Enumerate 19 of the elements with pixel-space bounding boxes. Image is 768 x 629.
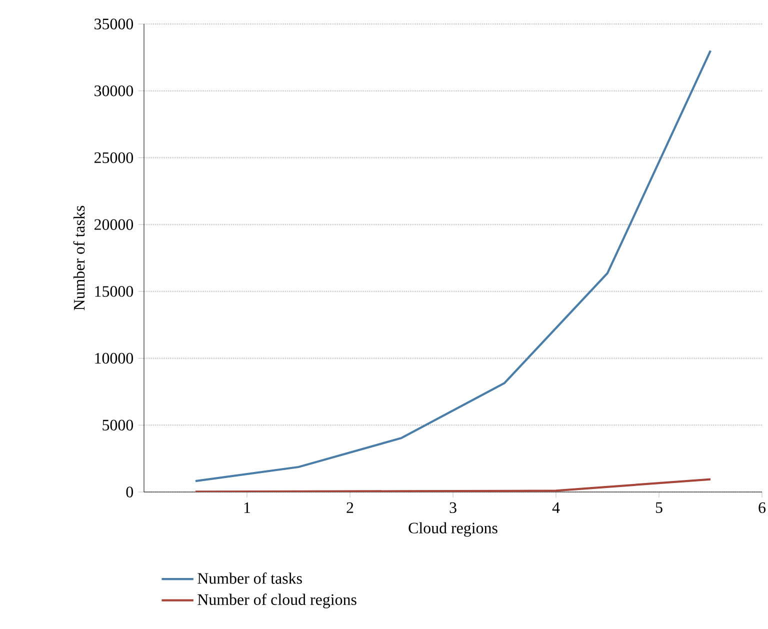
y-axis-title: Number of tasks	[73, 206, 85, 310]
x-tick-label: 5	[656, 502, 662, 513]
x-tick-label: 3	[450, 502, 456, 514]
x-tick-label: 2	[346, 502, 354, 513]
x-tick-label: 4	[552, 502, 560, 513]
x-tick-label: 1	[244, 502, 250, 513]
y-tick-label: 30000	[94, 85, 134, 96]
y-tick-label: 15000	[95, 286, 134, 297]
legend-label: Number of tasks	[198, 572, 302, 584]
line-series	[194, 50, 712, 482]
y-tick-label: 0	[126, 486, 134, 498]
y-tick-label: 25000	[94, 152, 134, 164]
legend-label: Number of cloud regions	[198, 594, 356, 608]
y-tick-label: 5000	[102, 420, 134, 431]
x-axis-title: Cloud regions	[408, 522, 498, 537]
y-tick-label: 35000	[94, 18, 134, 30]
y-tick-label: 10000	[95, 352, 134, 364]
x-tick-label: 6	[758, 502, 766, 514]
y-tick-label: 20000	[94, 219, 134, 230]
